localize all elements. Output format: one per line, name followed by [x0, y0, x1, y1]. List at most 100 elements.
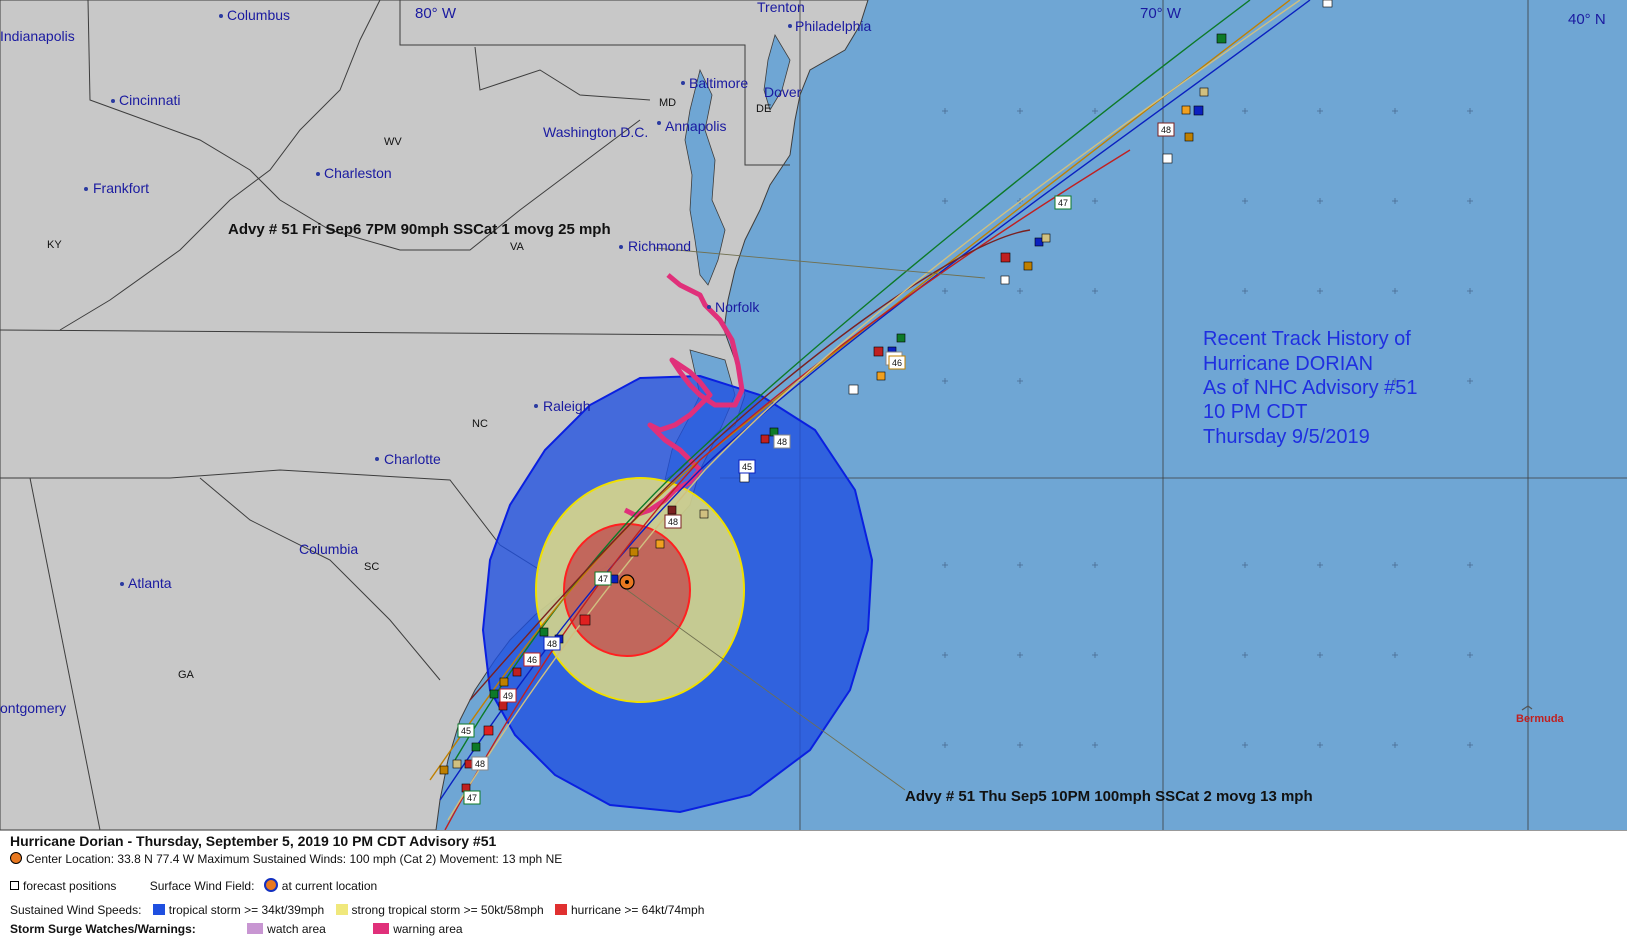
advisory-marker: 48 [471, 756, 489, 771]
hurricane-label: hurricane >= 64kt/74mph [570, 903, 705, 917]
city-richmond: Richmond [628, 238, 691, 254]
state-wv: WV [384, 136, 402, 148]
storm-surge-row: Storm Surge Watches/Warnings: watch area… [10, 922, 463, 936]
current-location-icon [263, 878, 278, 892]
city-atlanta: Atlanta [128, 575, 172, 591]
advisory-forecast-label: Advy # 51 Fri Sep6 7PM 90mph SSCat 1 mov… [228, 221, 611, 238]
city-cincinnati: Cincinnati [119, 92, 180, 108]
svg-text:Recent Track History of: Recent Track History of [1203, 328, 1411, 350]
warning-area-swatch [373, 923, 390, 934]
advisory-marker: 49 [499, 688, 517, 703]
advisory-marker: 48 [773, 434, 791, 449]
advisory-marker: 48 [664, 514, 682, 529]
city-annapolis: Annapolis [665, 118, 727, 134]
advisory-marker: 45 [738, 459, 756, 474]
city-trenton: Trenton [757, 0, 805, 15]
storm-tracks [429, 0, 1311, 830]
svg-text:45: 45 [461, 726, 471, 736]
sustained-wind-speeds-label: Sustained Wind Speeds: [10, 903, 142, 917]
strong-tropical-storm-swatch [335, 904, 348, 915]
city-indianapolis: Indianapolis [0, 28, 75, 44]
center-location-row: Center Location: 33.8 N 77.4 W Maximum S… [10, 852, 562, 866]
svg-text:As of NHC Advisory #51: As of NHC Advisory #51 [1203, 377, 1418, 399]
state-ky: KY [47, 239, 62, 251]
svg-text:45: 45 [742, 462, 752, 472]
svg-text:48: 48 [1161, 125, 1171, 135]
state-ga: GA [178, 669, 195, 681]
chesapeake-bay [684, 68, 726, 286]
warning-area-label: warning area [393, 922, 463, 936]
city-columbia: Columbia [299, 541, 358, 557]
strong-tropical-storm-label: strong tropical storm >= 50kt/58mph [351, 903, 544, 917]
grid-label-80w: 80° W [415, 5, 457, 22]
storm-center-icon[interactable] [619, 574, 635, 590]
tropical-storm-swatch [152, 904, 165, 915]
city-norfolk: Norfolk [715, 299, 760, 315]
state-nc: NC [472, 418, 488, 430]
city-charlotte: Charlotte [384, 451, 441, 467]
state-borders [0, 0, 790, 830]
city-dover: Dover [764, 84, 802, 100]
map-panel: 48 47 54 46 48 45 48 47 46 48 49 45 48 4… [0, 0, 1627, 830]
bermuda-island [1521, 705, 1533, 711]
advisory-marker: 47 [463, 790, 481, 805]
forecast-row: forecast positions Surface Wind Field: a… [10, 878, 377, 893]
svg-text:48: 48 [547, 639, 557, 649]
city-charleston: Charleston [324, 165, 392, 181]
hurricane-map[interactable]: 48 47 54 46 48 45 48 47 46 48 49 45 48 4… [0, 0, 1627, 830]
advisory-number-markers: 48 47 54 46 48 45 48 47 46 48 49 45 48 4… [457, 122, 1175, 805]
svg-text:48: 48 [777, 437, 787, 447]
at-current-location-label: at current location [281, 879, 378, 893]
advisory-marker: 48 [1157, 122, 1175, 137]
svg-text:48: 48 [475, 759, 485, 769]
advisory-marker: 48 [543, 636, 561, 651]
svg-text:Thursday 9/5/2019: Thursday 9/5/2019 [1203, 426, 1370, 448]
storm-surge-label: Storm Surge Watches/Warnings: [10, 922, 196, 936]
delaware-bay [763, 33, 791, 111]
svg-text:47: 47 [598, 574, 608, 584]
city-frankfort: Frankfort [93, 180, 149, 196]
city-montgomery: ontgomery [0, 700, 66, 716]
svg-text:49: 49 [503, 691, 513, 701]
city-markers [84, 14, 792, 586]
state-sc: SC [364, 561, 379, 573]
tropical-storm-label: tropical storm >= 34kt/39mph [168, 903, 325, 917]
svg-text:47: 47 [467, 793, 477, 803]
svg-text:46: 46 [527, 655, 537, 665]
city-raleigh: Raleigh [543, 398, 590, 414]
center-dot-icon [10, 852, 22, 864]
forecast-positions-label: forecast positions [23, 879, 117, 893]
advisory-marker: 46 [888, 355, 906, 370]
legend-panel: Hurricane Dorian - Thursday, September 5… [0, 830, 1627, 941]
watch-area-swatch [247, 923, 264, 934]
advisory-marker: 47 [1054, 195, 1072, 210]
svg-text:47: 47 [1058, 198, 1068, 208]
state-md: MD [659, 97, 676, 109]
surface-wind-field-label: Surface Wind Field: [149, 879, 255, 893]
city-washington: Washington D.C. [543, 124, 648, 140]
advisory-marker: 45 [457, 723, 475, 738]
legend-title: Hurricane Dorian - Thursday, September 5… [10, 833, 497, 849]
advisory-marker: 46 [523, 652, 541, 667]
track-history-title: Recent Track History of Hurricane DORIAN… [1203, 328, 1418, 448]
wind-speed-row: Sustained Wind Speeds: tropical storm >=… [10, 903, 704, 917]
svg-text:48: 48 [668, 517, 678, 527]
bermuda-label: Bermuda [1516, 713, 1565, 725]
svg-text:10 PM CDT: 10 PM CDT [1203, 401, 1307, 423]
state-va: VA [510, 241, 525, 253]
watch-area-label: watch area [267, 922, 326, 936]
city-baltimore: Baltimore [689, 75, 748, 91]
grid-label-70w: 70° W [1140, 5, 1182, 22]
svg-text:Hurricane DORIAN: Hurricane DORIAN [1203, 353, 1373, 375]
storm-surge-warning-line [623, 273, 745, 518]
forecast-square-icon [10, 881, 19, 890]
hurricane-swatch [554, 904, 567, 915]
advisory-current-label: Advy # 51 Thu Sep5 10PM 100mph SSCat 2 m… [905, 788, 1313, 805]
city-columbus: Columbus [227, 7, 290, 23]
city-philadelphia: Philadelphia [795, 18, 871, 34]
center-location-text: Center Location: 33.8 N 77.4 W Maximum S… [26, 852, 563, 866]
state-de: DE [756, 103, 771, 115]
advisory-marker: 47 [594, 571, 612, 586]
grid-label-40n: 40° N [1568, 11, 1606, 28]
svg-text:46: 46 [892, 358, 902, 368]
